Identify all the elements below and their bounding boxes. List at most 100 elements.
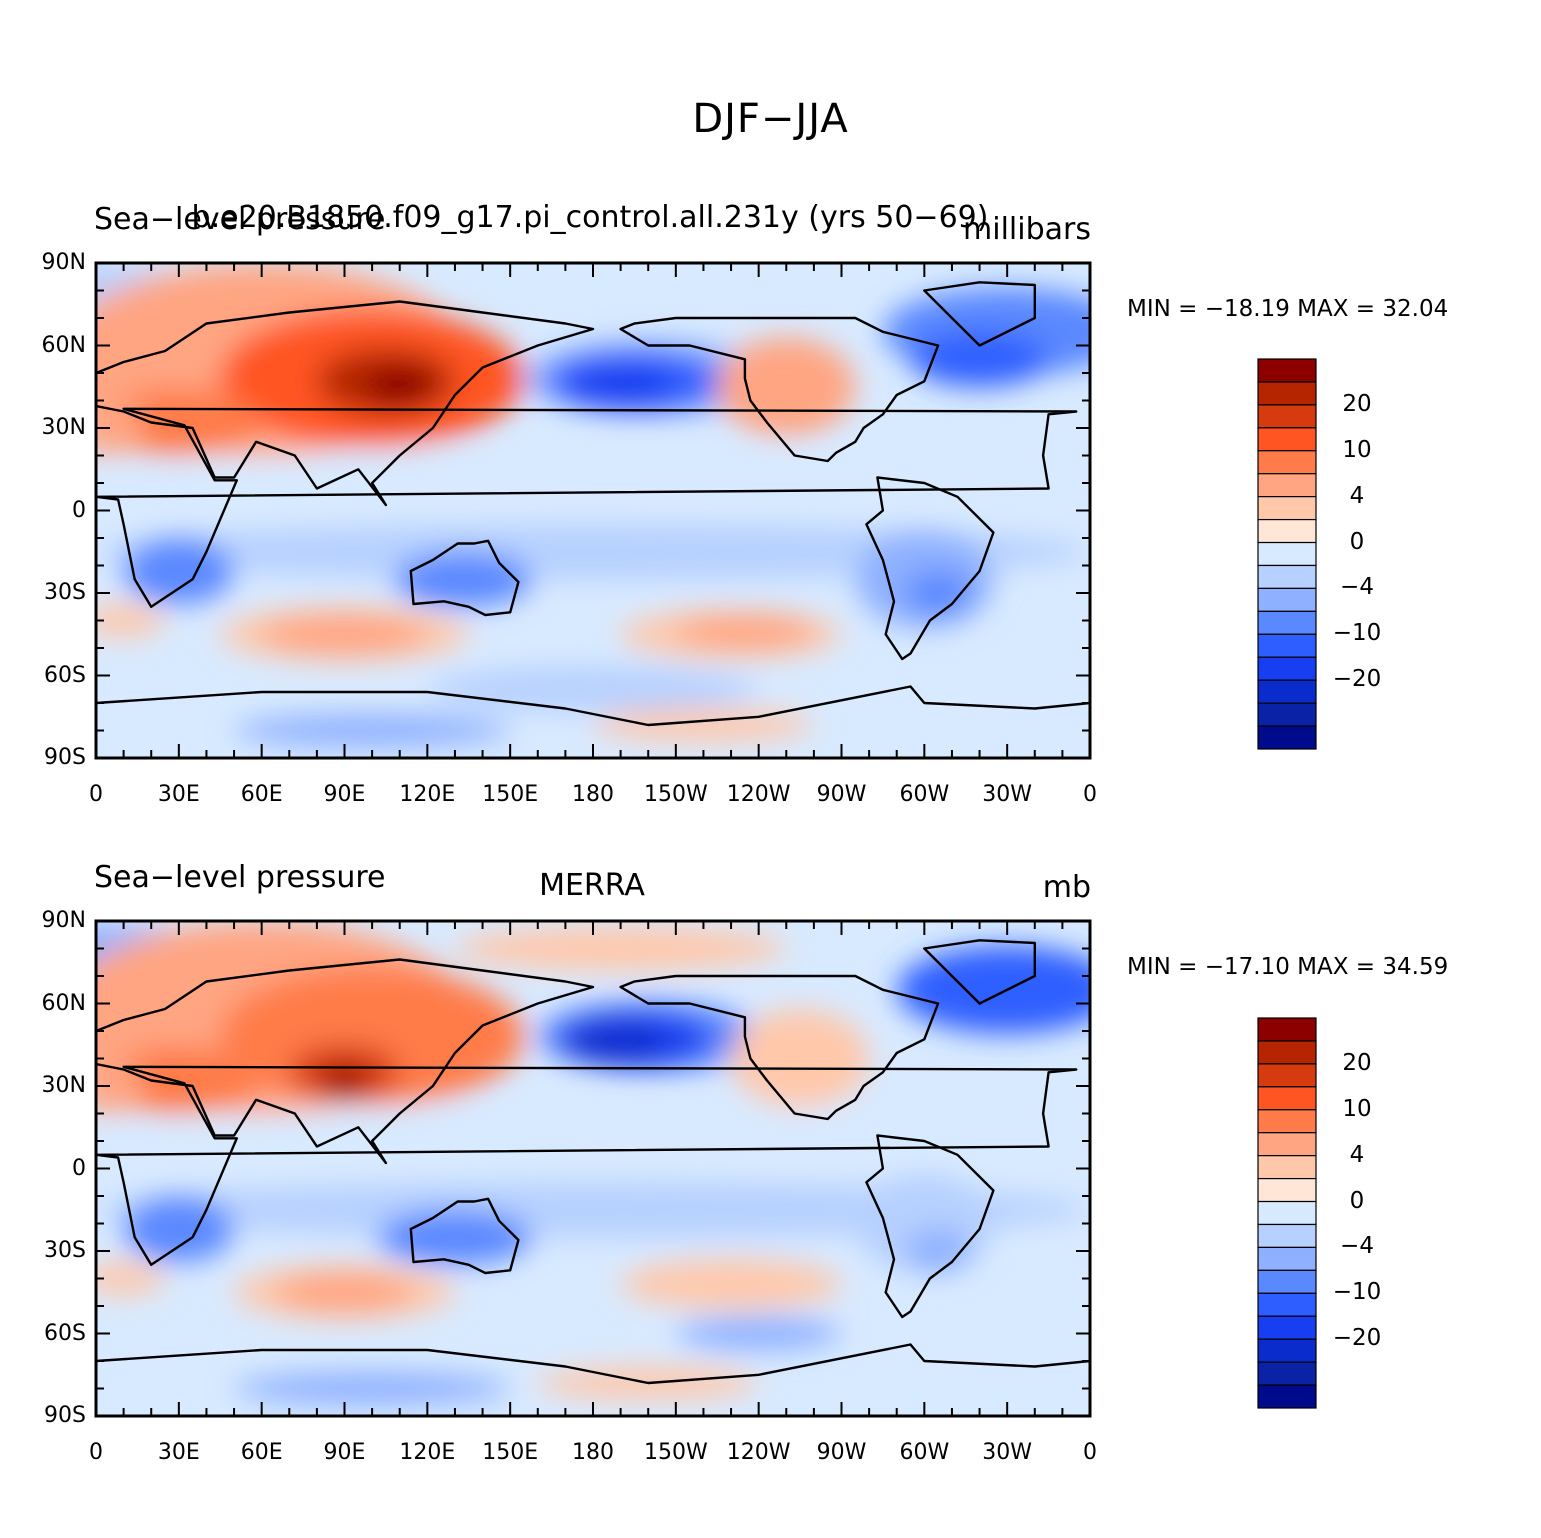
lon-tick-label: 120W: [726, 782, 791, 807]
colorbar-label: 20: [1342, 390, 1372, 417]
colorbar-label: 20: [1342, 1049, 1372, 1076]
coastline: [865, 1134, 995, 1319]
lon-tick-label: 0: [89, 1440, 103, 1465]
colorbar-swatch: [1257, 518, 1317, 544]
coastline: [96, 300, 595, 507]
lat-tick-label: 0: [72, 497, 86, 523]
field-contour: [96, 450, 1090, 516]
field-contour: [234, 1372, 511, 1405]
colorbar-label: 10: [1342, 1095, 1372, 1122]
lon-tick-label: 150E: [482, 1440, 539, 1465]
colorbar-label: −10: [1332, 1279, 1382, 1306]
colorbar-swatch: [1257, 1086, 1317, 1111]
panel1-min-max: MIN = −18.19 MAX = 32.04: [1127, 296, 1449, 322]
lat-tick-label: 30S: [44, 1238, 86, 1263]
coastline: [96, 958, 595, 1165]
colorbar-swatch: [1257, 564, 1317, 590]
panel1-left-title: Sea−level pressure: [94, 202, 386, 237]
lon-tick-label: 0: [1083, 1440, 1097, 1465]
colorbar-swatch: [1257, 1063, 1317, 1088]
field-contour: [275, 1273, 414, 1312]
lat-tick-label: 90N: [41, 908, 86, 933]
coastline: [619, 974, 940, 1121]
field-contour: [565, 364, 676, 404]
field-contour: [234, 714, 511, 747]
panel1-colorbar: [1257, 358, 1317, 750]
field-contour: [454, 926, 787, 971]
field-contour: [394, 551, 533, 607]
lon-tick-label: 30W: [982, 782, 1033, 807]
field-contour: [731, 1009, 870, 1108]
colorbar-swatch: [1257, 1200, 1317, 1226]
colorbar-swatch: [1257, 1132, 1317, 1157]
colorbar-swatch: [1257, 587, 1317, 612]
coastline: [409, 539, 520, 617]
field-contour: [377, 1209, 533, 1265]
lon-tick-label: 60E: [240, 1440, 283, 1465]
coastline: [96, 685, 1090, 727]
lat-tick-label: 60N: [41, 332, 86, 358]
colorbar-label: −20: [1332, 1325, 1382, 1352]
panel2-map: [94, 919, 1092, 1418]
lon-tick-label: 120W: [726, 1440, 791, 1465]
coastline: [96, 1065, 1078, 1266]
field-contour: [96, 524, 1090, 580]
lon-tick-label: 0: [89, 782, 103, 807]
colorbar-label: −20: [1332, 666, 1382, 693]
lon-tick-label: 90W: [816, 1440, 867, 1465]
panel2-center-title: MERRA: [539, 868, 645, 903]
field-contour: [261, 615, 428, 654]
colorbar-label: 4: [1349, 482, 1365, 509]
lat-tick-label: 0: [72, 1155, 86, 1181]
lon-tick-label: 90E: [323, 782, 366, 807]
lon-tick-label: 150E: [482, 782, 539, 807]
lat-tick-label: 30N: [41, 1073, 86, 1098]
colorbar-swatch: [1257, 1246, 1317, 1271]
colorbar-swatch: [1257, 679, 1317, 704]
colorbar-label: 0: [1349, 528, 1365, 555]
coastline: [96, 407, 1078, 608]
colorbar-swatch: [1257, 1338, 1317, 1363]
field-contour: [675, 615, 814, 648]
colorbar-swatch: [1257, 633, 1317, 658]
lat-tick-label: 30N: [41, 415, 86, 440]
lat-tick-label: 90S: [44, 1403, 86, 1428]
colorbar-swatch: [1257, 1361, 1317, 1386]
colorbar-label: 4: [1349, 1141, 1365, 1168]
coastline: [409, 1197, 520, 1275]
colorbar-swatch: [1257, 725, 1317, 750]
field-contour: [717, 337, 856, 437]
colorbar-label: −4: [1340, 574, 1374, 601]
colorbar-label: −10: [1332, 620, 1382, 647]
lon-tick-label: 60W: [899, 782, 950, 807]
panel2-left-title: Sea−level pressure: [94, 860, 386, 895]
lat-tick-label: 90S: [44, 745, 86, 770]
coastline: [923, 939, 1036, 1005]
coastline: [619, 316, 940, 463]
field-contour: [123, 1196, 235, 1262]
field-contour: [910, 331, 1049, 387]
field-contour: [123, 538, 235, 604]
panel1-map: [94, 261, 1092, 760]
lon-tick-label: 90E: [323, 1440, 366, 1465]
field-contour: [620, 1259, 842, 1309]
lon-tick-label: 60W: [899, 1440, 950, 1465]
colorbar-swatch: [1257, 1155, 1317, 1180]
field-contour: [905, 571, 972, 615]
field-contour: [366, 367, 433, 406]
lon-tick-label: 30E: [157, 1440, 200, 1465]
field-contour: [96, 604, 166, 637]
field-contour: [675, 1317, 842, 1350]
field-contour: [427, 667, 759, 712]
colorbar-swatch: [1257, 496, 1317, 521]
colorbar-swatch: [1257, 1223, 1317, 1249]
panel2-colorbar: [1257, 1017, 1317, 1409]
colorbar-label: 10: [1342, 436, 1372, 463]
lat-tick-label: 90N: [41, 250, 86, 275]
lon-tick-label: 60E: [240, 782, 283, 807]
field-contour: [322, 1066, 367, 1095]
field-contour: [96, 1108, 1090, 1174]
lat-tick-label: 60N: [41, 990, 86, 1016]
lon-tick-label: 180: [572, 782, 614, 807]
lat-tick-label: 60S: [44, 662, 86, 688]
